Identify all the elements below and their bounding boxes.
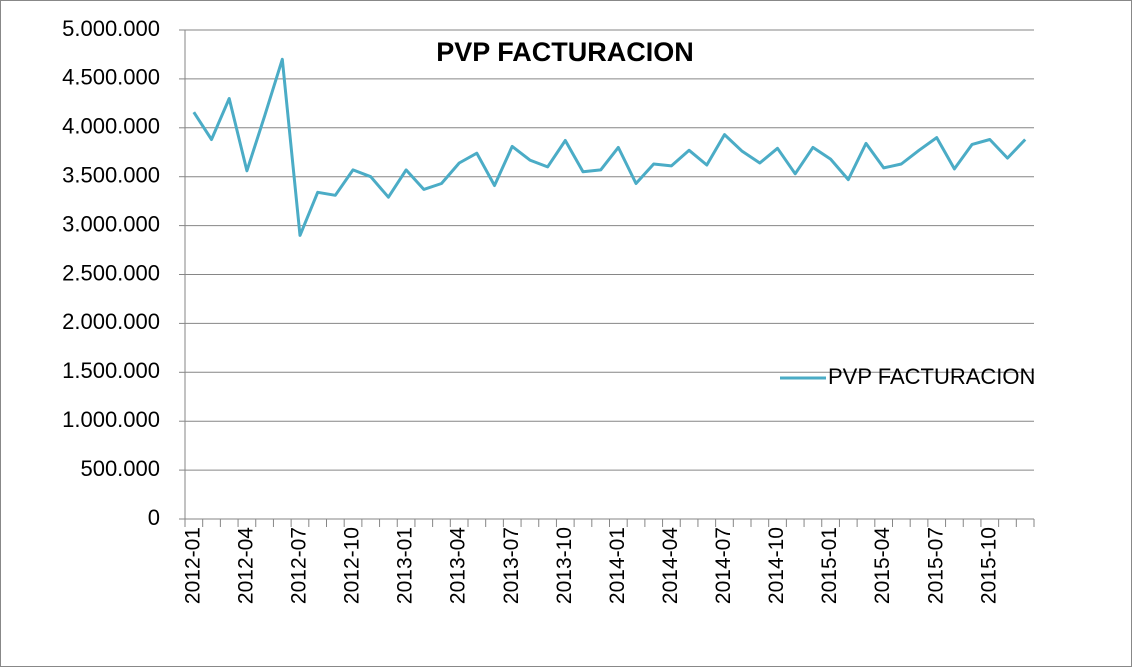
x-tick-label: 2013-04 <box>447 527 470 604</box>
x-tick-label: 2015-01 <box>818 527 841 604</box>
y-tick-label: 5.000.000 <box>62 16 160 41</box>
x-tick-label: 2015-07 <box>924 527 947 604</box>
y-tick-label: 500.000 <box>80 456 160 481</box>
y-tick-label: 3.000.000 <box>62 211 160 236</box>
x-tick-label: 2014-07 <box>712 527 735 604</box>
legend-label: PVP FACTURACION <box>828 364 1035 389</box>
y-tick-label: 4.500.000 <box>62 65 160 90</box>
y-tick-label: 1.500.000 <box>62 358 160 383</box>
x-tick-label: 2014-01 <box>606 527 629 604</box>
x-tick-label: 2013-10 <box>553 527 576 604</box>
x-tick-label: 2012-10 <box>341 527 364 604</box>
x-tick-label: 2012-04 <box>234 527 257 604</box>
y-tick-label: 1.000.000 <box>62 407 160 432</box>
x-tick-label: 2013-07 <box>500 527 523 604</box>
y-tick-label: 0 <box>148 505 160 530</box>
x-tick-label: 2015-04 <box>871 527 894 604</box>
y-tick-label: 3.500.000 <box>62 163 160 188</box>
y-tick-label: 2.000.000 <box>62 309 160 334</box>
x-tick-label: 2015-10 <box>977 527 1000 604</box>
chart-title: PVP FACTURACION <box>436 37 694 67</box>
y-tick-label: 4.000.000 <box>62 114 160 139</box>
y-tick-label: 2.500.000 <box>62 260 160 285</box>
x-tick-label: 2012-01 <box>181 527 204 604</box>
data-line <box>192 57 1027 237</box>
x-tick-label: 2012-07 <box>288 527 311 604</box>
x-tick-label: 2014-04 <box>659 527 682 604</box>
x-tick-label: 2014-10 <box>765 527 788 604</box>
x-tick-label: 2013-01 <box>394 527 417 604</box>
